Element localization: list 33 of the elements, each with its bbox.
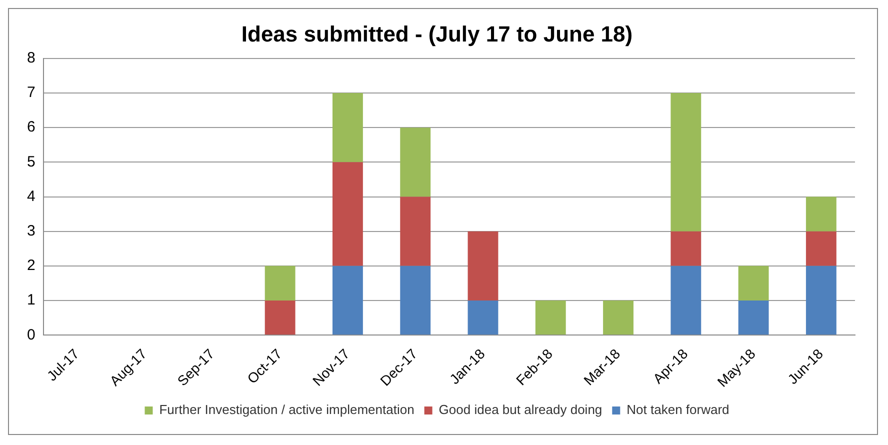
legend-label: Further Investigation / active implementation xyxy=(159,402,414,418)
bar xyxy=(332,92,363,162)
bar xyxy=(400,128,431,197)
bar xyxy=(400,196,431,266)
bar xyxy=(264,300,296,335)
legend-label: Not taken forward xyxy=(626,402,730,418)
bar xyxy=(535,300,566,335)
bar xyxy=(332,162,363,266)
y-tick-label: 2 xyxy=(27,257,36,274)
bar xyxy=(468,231,498,301)
bar xyxy=(603,300,634,335)
y-tick-label: 0 xyxy=(27,326,36,344)
bar xyxy=(738,300,769,335)
bar xyxy=(806,231,836,266)
bar xyxy=(806,266,836,335)
y-tick-label: 6 xyxy=(27,118,36,136)
bar xyxy=(468,300,498,335)
bar xyxy=(332,266,363,335)
bar xyxy=(738,266,769,301)
y-tick-label: 8 xyxy=(27,50,36,67)
bar xyxy=(670,92,702,232)
bar xyxy=(264,266,296,301)
bar xyxy=(670,266,702,335)
bar xyxy=(400,266,431,335)
bar xyxy=(806,196,836,232)
y-tick-label: 4 xyxy=(27,188,36,205)
y-tick-label: 3 xyxy=(27,222,36,240)
y-tick-label: 7 xyxy=(27,84,36,102)
legend-label: Good idea but already doing xyxy=(438,402,602,418)
chart-title: Ideas submitted - (July 17 to June 18) xyxy=(241,21,633,46)
y-tick-label: 1 xyxy=(27,292,36,309)
y-tick-label: 5 xyxy=(27,153,36,170)
bar xyxy=(670,231,702,266)
